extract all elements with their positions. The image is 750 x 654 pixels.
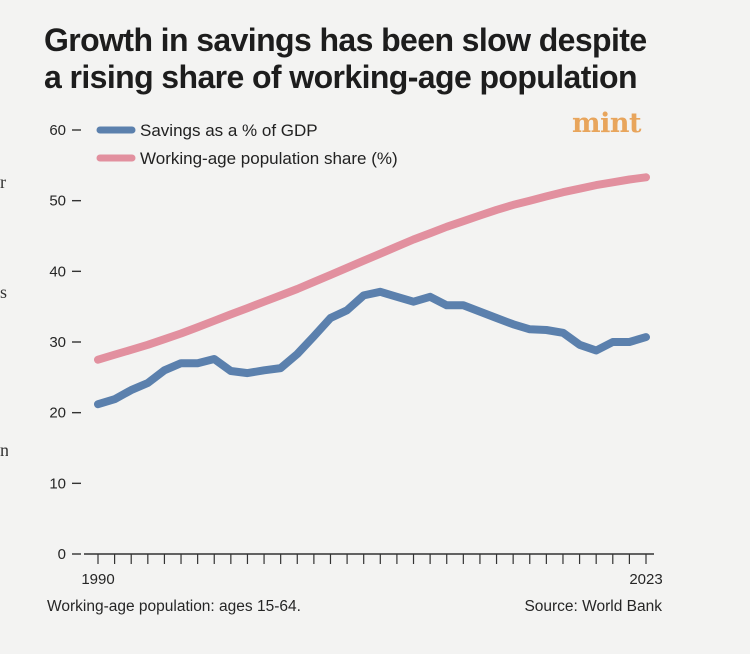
source-note: Source: World Bank: [524, 598, 662, 615]
savings-line: [94, 287, 650, 409]
chart-title-line-2: a rising share of working-age population: [44, 59, 638, 95]
y-tick-label: 40: [49, 263, 66, 280]
y-tick-label: 60: [49, 122, 66, 139]
y-tick-label: 10: [49, 475, 66, 492]
mint-logo: mint: [572, 108, 641, 139]
legend-label-savings: Savings as a % of GDP: [140, 121, 318, 140]
y-tick-label: 20: [49, 405, 66, 422]
y-tick-label: 0: [58, 546, 66, 563]
x-tick-label-start: 1990: [81, 571, 114, 588]
chart-title-line-1: Growth in savings has been slow despite: [44, 22, 647, 58]
edge-glyph-2: s: [0, 282, 8, 302]
working-age-population-line: [94, 173, 650, 364]
x-tick-label-end: 2023: [629, 571, 662, 588]
chart-axes: 0 10 20 30 40 50 60 1990 2023: [49, 122, 662, 588]
legend-label-population: Working-age population share (%): [140, 149, 398, 168]
edge-glyph-3: n: [0, 440, 8, 460]
chart-title: Growth in savings has been slow despite …: [44, 22, 704, 96]
edge-glyph-1: r: [0, 172, 6, 192]
footnote: Working-age population: ages 15-64.: [47, 598, 301, 615]
y-tick-label: 50: [49, 193, 66, 210]
chart-series: [94, 173, 650, 409]
chart-legend: Savings as a % of GDP Working-age populat…: [96, 121, 398, 168]
y-tick-label: 30: [49, 334, 66, 351]
